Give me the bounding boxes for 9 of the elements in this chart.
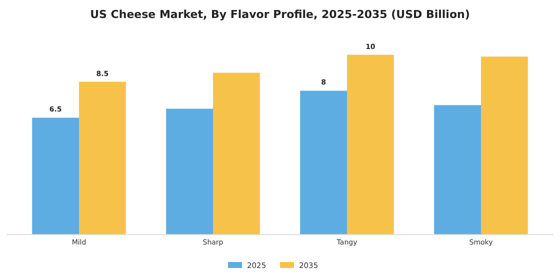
chart-title: US Cheese Market, By Flavor Profile, 2025-2035 (USD Billion)	[90, 8, 470, 21]
bar	[32, 118, 79, 235]
bar	[213, 72, 260, 235]
bar	[481, 56, 528, 235]
bar	[347, 54, 394, 235]
bar	[166, 108, 213, 235]
bar	[434, 105, 481, 235]
bar	[300, 90, 347, 235]
bar	[79, 82, 126, 235]
